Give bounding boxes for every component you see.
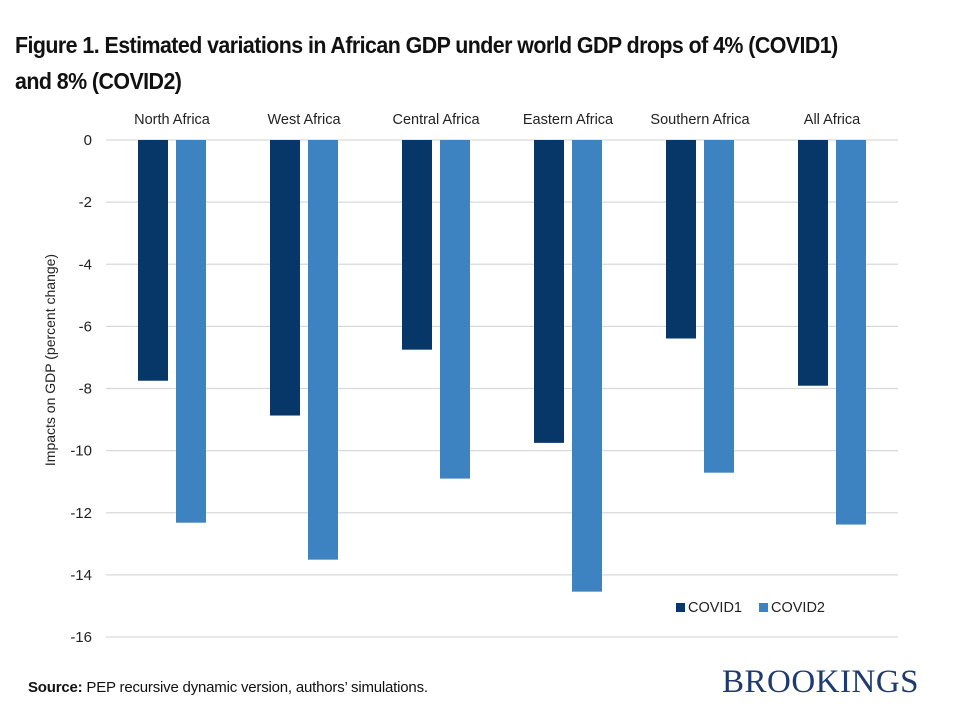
bar-covid2-north-africa xyxy=(176,140,206,523)
bar-covid1-southern-africa xyxy=(666,140,696,339)
y-axis-title: Impacts on GDP (percent change) xyxy=(42,254,58,466)
category-labels: North Africa West Africa Central Africa Eas… xyxy=(134,112,861,128)
y-axis-ticks: 0 -2 -4 -6 -8 -10 -12 -14 -16 xyxy=(70,132,92,646)
legend-swatch-covid2 xyxy=(759,603,768,612)
y-tick-label: -4 xyxy=(79,256,92,273)
bar-covid2-central-africa xyxy=(440,140,470,479)
y-tick-label: -12 xyxy=(70,505,92,522)
brookings-logo: BROOKINGS xyxy=(722,664,920,700)
y-tick-label: -10 xyxy=(70,443,92,460)
bar-covid2-eastern-africa xyxy=(572,140,602,592)
bar-covid1-central-africa xyxy=(402,140,432,350)
bar-covid1-all-africa xyxy=(798,140,828,386)
legend-label-covid1: COVID1 xyxy=(688,600,742,616)
source-text: PEP recursive dynamic version, authors’ … xyxy=(82,679,428,696)
bar-covid2-west-africa xyxy=(308,140,338,560)
chart-title: Figure 1. Estimated variations in Africa… xyxy=(15,32,838,94)
category-label: West Africa xyxy=(267,112,341,128)
category-label: All Africa xyxy=(804,112,861,128)
y-tick-label: -2 xyxy=(79,194,92,211)
y-tick-label: -16 xyxy=(70,629,92,646)
source-label: Source: xyxy=(28,679,83,696)
category-label: Southern Africa xyxy=(650,112,750,128)
y-tick-label: 0 xyxy=(84,132,92,149)
legend: COVID1 COVID2 xyxy=(676,600,825,616)
source-note: Source: PEP recursive dynamic version, a… xyxy=(28,679,428,696)
bar-covid1-west-africa xyxy=(270,140,300,416)
category-label: Central Africa xyxy=(392,112,480,128)
y-tick-label: -14 xyxy=(70,567,92,584)
y-tick-label: -8 xyxy=(79,381,92,398)
bars xyxy=(138,140,866,592)
bar-covid1-eastern-africa xyxy=(534,140,564,443)
legend-swatch-covid1 xyxy=(676,603,685,612)
category-label: North Africa xyxy=(134,112,211,128)
y-tick-label: -6 xyxy=(79,318,92,335)
gridlines xyxy=(106,139,898,638)
bar-covid2-all-africa xyxy=(836,140,866,525)
category-label: Eastern Africa xyxy=(523,112,614,128)
bar-covid2-southern-africa xyxy=(704,140,734,473)
legend-label-covid2: COVID2 xyxy=(771,600,825,616)
bar-covid1-north-africa xyxy=(138,140,168,381)
